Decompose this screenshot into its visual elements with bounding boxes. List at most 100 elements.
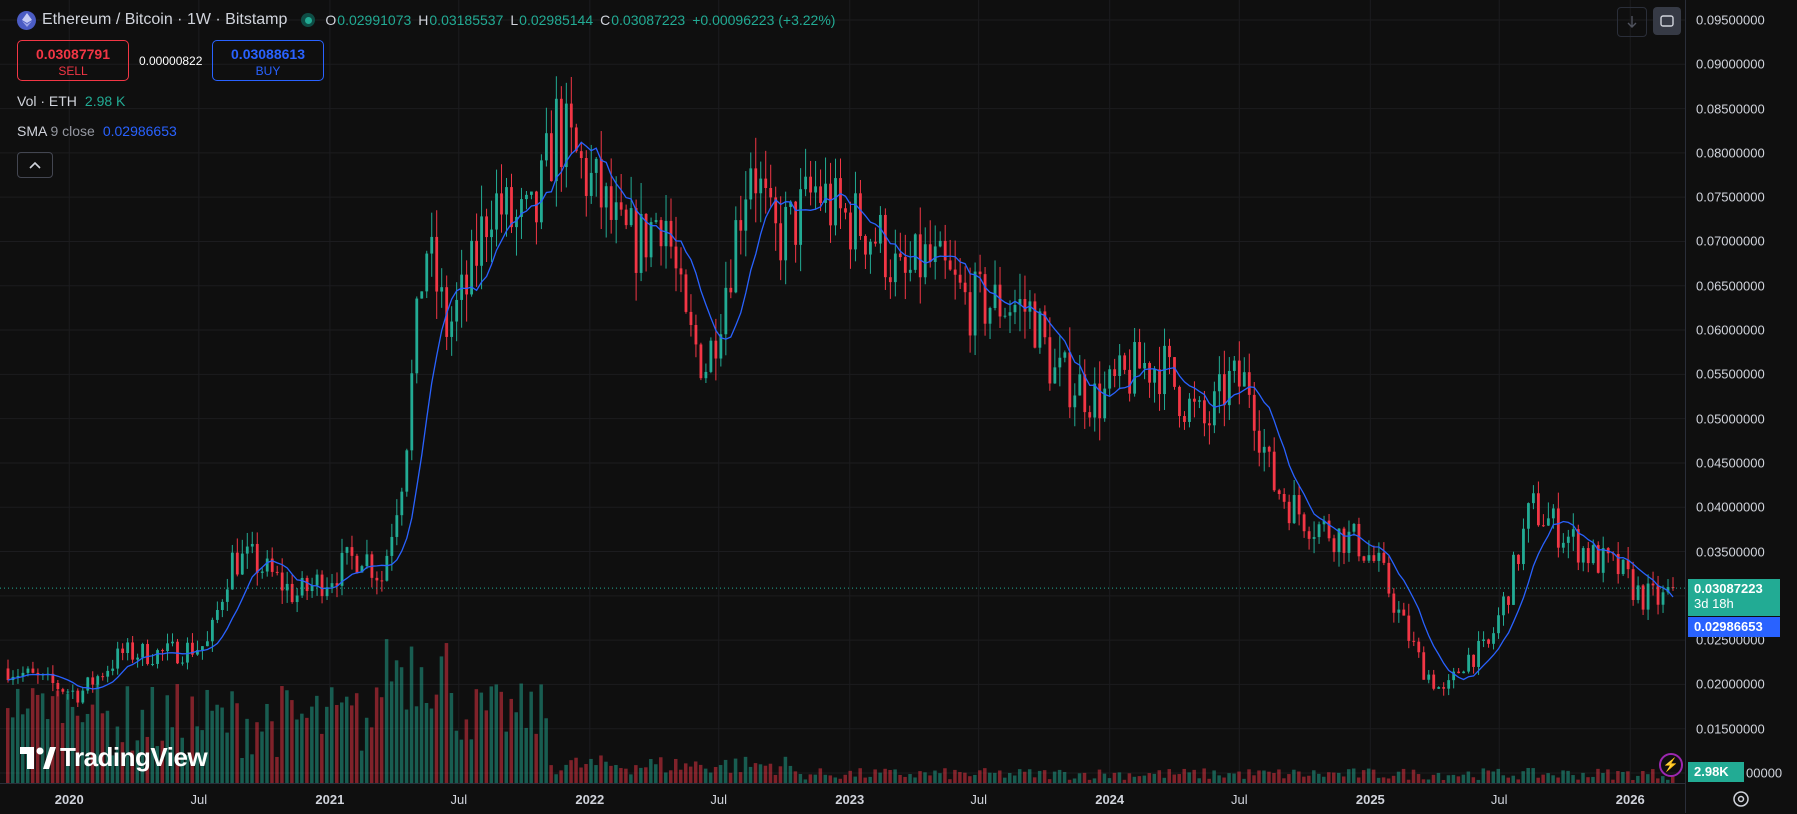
volume-bar — [1017, 769, 1022, 783]
candle-body — [176, 641, 179, 664]
volume-bar — [1526, 768, 1530, 783]
time-tick-label: 2023 — [835, 792, 865, 807]
candle-body — [764, 178, 768, 189]
volume-bar — [1122, 779, 1127, 783]
volume-bar — [419, 667, 424, 783]
symbol-title[interactable]: Ethereum / Bitcoin · 1W · Bitstamp — [42, 11, 288, 28]
candle-body — [1442, 687, 1446, 689]
volume-bar — [140, 709, 145, 783]
candle-body — [1272, 451, 1276, 491]
volume-bar — [135, 740, 140, 783]
candle-body — [609, 186, 613, 220]
price-axis[interactable]: 00000 0.01500000 0.02000000 0.02500000 0.035… — [1685, 0, 1797, 813]
candle-body — [1432, 674, 1436, 689]
volume-bar — [683, 763, 688, 783]
candle-body — [684, 274, 688, 312]
volume-bar — [1317, 773, 1321, 783]
candle-body — [958, 274, 962, 283]
candle-body — [704, 371, 708, 379]
candle-body — [1347, 531, 1351, 553]
candle-body — [784, 206, 788, 261]
candle-body — [1452, 671, 1456, 681]
candle-body — [1198, 400, 1201, 402]
volume-bar — [1182, 768, 1186, 783]
time-tick-label: 2025 — [1355, 792, 1385, 807]
volume-bar — [968, 776, 972, 783]
candle-body — [829, 183, 832, 226]
candle-body — [1412, 640, 1416, 642]
candle-body — [1392, 593, 1396, 613]
volume-bar — [40, 693, 45, 783]
candle-body — [799, 189, 803, 245]
logo-text: TradingView — [60, 742, 208, 772]
candle-body — [599, 158, 603, 208]
volume-bar — [599, 755, 603, 783]
volume-bar — [629, 774, 633, 783]
volume-bar — [1431, 774, 1436, 783]
volume-bar — [1461, 774, 1466, 783]
candle-body — [888, 277, 892, 283]
volume-bar — [514, 712, 518, 783]
candle-body — [171, 641, 174, 644]
candle-body — [724, 287, 728, 335]
candle-body — [196, 650, 199, 655]
volume-bar — [290, 700, 294, 783]
candle-body — [1088, 412, 1092, 418]
volume-bar — [1072, 778, 1077, 783]
volume-bar — [429, 708, 434, 783]
candle-body — [425, 253, 429, 292]
price-tick-label: 0.04500000 — [1696, 455, 1765, 471]
volume-bar — [1386, 778, 1391, 783]
volume-bar — [1546, 773, 1550, 783]
candle-body — [614, 202, 618, 220]
volume-bar — [285, 690, 289, 783]
candle-body — [1232, 360, 1236, 371]
time-axis[interactable]: 2020 Jul 2021 Jul 2022 Jul 2023 Jul 2024 Jul 2025 J… — [0, 783, 1685, 814]
candle-body — [405, 450, 409, 492]
volume-bar — [45, 719, 50, 783]
volume-bar — [399, 667, 404, 783]
candle-body — [1143, 363, 1146, 369]
collapse-legend-button[interactable] — [17, 152, 53, 178]
tradingview-logo[interactable]: TradingView — [20, 742, 208, 773]
candle-body — [968, 292, 972, 336]
candle-body — [1222, 374, 1226, 406]
buy-button[interactable]: 0.03088613 BUY — [212, 40, 324, 81]
volume-bar — [1366, 768, 1371, 783]
volume-price-label: 2.98K — [1688, 762, 1744, 782]
candle-body — [295, 595, 299, 603]
volume-bar — [569, 760, 573, 783]
candle-body — [450, 321, 454, 337]
candle-body — [1212, 391, 1216, 426]
volume-bar — [1406, 779, 1411, 783]
volume-bar — [1436, 772, 1441, 783]
volume-bar — [414, 706, 419, 783]
candle-body — [1247, 372, 1251, 395]
volume-bar — [748, 766, 753, 783]
candle-body — [1033, 301, 1037, 348]
candle-body — [739, 220, 743, 231]
fullscreen-button[interactable] — [1653, 7, 1681, 35]
volume-legend[interactable]: Vol · ETH 2.98 K — [17, 93, 125, 109]
settings-gear-icon[interactable] — [1731, 789, 1751, 809]
volume-bar — [923, 772, 927, 783]
candle-body — [1541, 525, 1545, 527]
volume-bar — [30, 688, 35, 783]
candle-body — [206, 641, 209, 647]
candle-body — [1118, 355, 1122, 377]
sell-button[interactable]: 0.03087791 SELL — [17, 40, 129, 81]
candle-body — [539, 160, 543, 223]
volume-bar — [1202, 768, 1206, 783]
volume-bar — [928, 775, 932, 783]
volume-bar — [185, 754, 189, 783]
price-chart[interactable] — [0, 0, 1685, 783]
sma-legend[interactable]: SMA 9 close 0.02986653 — [17, 123, 177, 139]
candle-body — [201, 646, 204, 651]
lightning-icon[interactable]: ⚡ — [1659, 753, 1683, 777]
candle-body — [1527, 503, 1530, 529]
candle-body — [1387, 562, 1391, 594]
candle-body — [1038, 311, 1042, 348]
scroll-down-button[interactable] — [1617, 7, 1647, 37]
candle-body — [1193, 398, 1196, 402]
candle-body — [973, 271, 977, 336]
